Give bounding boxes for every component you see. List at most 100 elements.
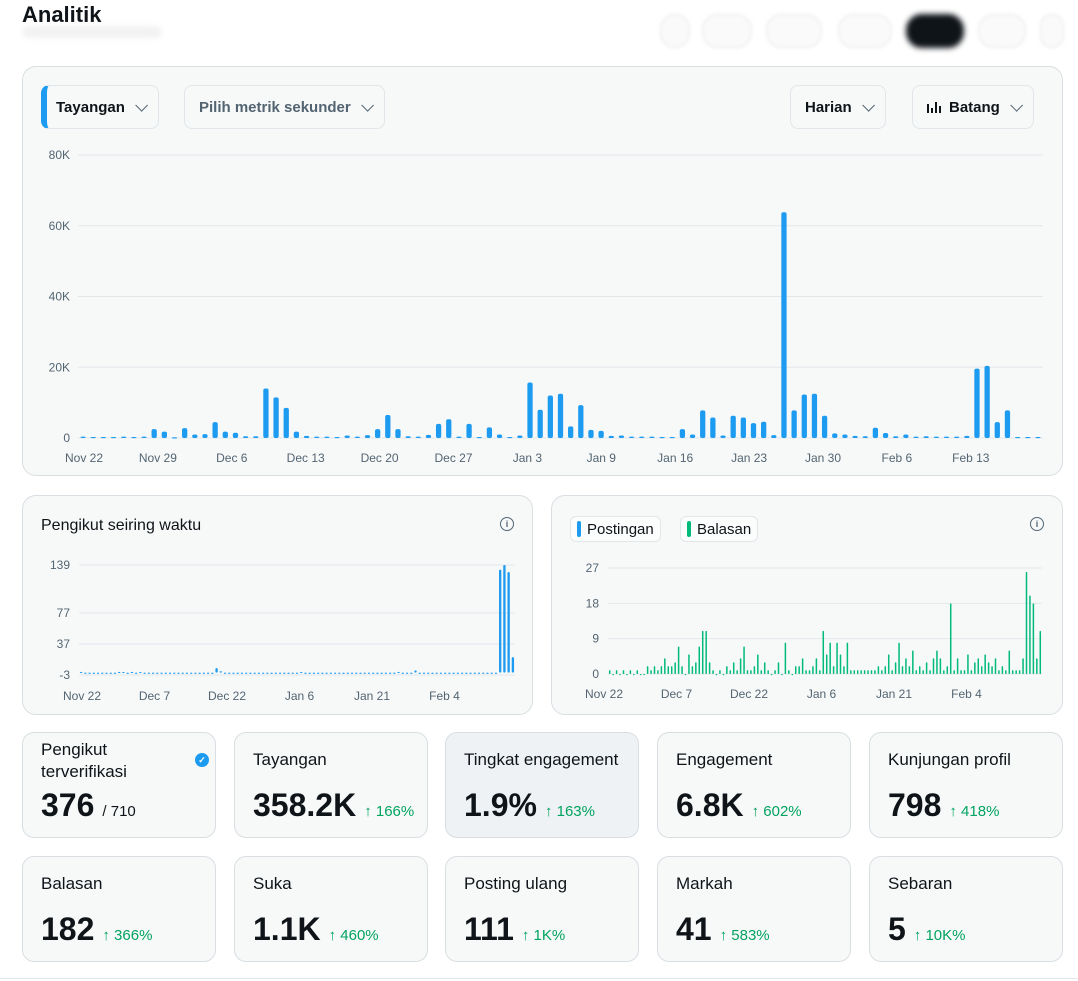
stat-card-views[interactable]: Tayangan 358.2K ↑ 166% (234, 732, 428, 838)
page-title: Analitik (22, 2, 102, 27)
chart-bar (476, 436, 482, 439)
followers-chart-title: Pengikut seiring waktu (41, 517, 202, 534)
chart-bar (732, 662, 735, 674)
chart-type-dropdown[interactable]: Batang (912, 85, 1034, 129)
chart-bar (695, 662, 697, 674)
chart-bar (881, 670, 883, 674)
chart-bar (355, 672, 358, 674)
stat-card-replies[interactable]: Balasan 182 ↑ 366% (22, 856, 216, 962)
chart-bar (719, 670, 721, 674)
chart-bar (839, 654, 842, 674)
stat-value: 1.1K (253, 911, 321, 947)
chart-bar (812, 666, 814, 674)
chart-bar (700, 410, 706, 438)
chart-bar (314, 436, 320, 438)
y-tick-label: 18 (586, 596, 600, 610)
chart-bar (618, 435, 625, 438)
info-icon[interactable]: i (500, 517, 514, 531)
chart-bar (263, 388, 269, 438)
primary-metric-dropdown[interactable]: Tayangan (41, 85, 159, 129)
chart-bar (805, 670, 807, 674)
stat-card-reposts[interactable]: Posting ulang 111 ↑ 1K% (445, 856, 639, 962)
chart-bar (870, 670, 873, 674)
stat-card-verified-followers[interactable]: Pengikut terverifikasi ✓ 376 / 710 (22, 732, 216, 838)
range-pill[interactable] (766, 14, 822, 48)
chart-bar (825, 654, 828, 674)
x-tick-label: Nov 22 (65, 451, 103, 465)
chart-bar (456, 436, 462, 438)
secondary-metric-dropdown[interactable]: Pilih metrik sekunder (184, 85, 385, 129)
info-icon[interactable]: i (1030, 517, 1044, 531)
chart-bar (1029, 595, 1031, 674)
x-tick-label: Nov 22 (585, 687, 623, 701)
range-pill-selected[interactable] (906, 14, 964, 48)
stat-card-profile-visits[interactable]: Kunjungan profil 798 ↑ 418% (869, 732, 1063, 838)
chart-bar (967, 654, 969, 674)
bottom-divider (0, 978, 1078, 979)
stat-card-engagement[interactable]: Engagement 6.8K ↑ 602% (657, 732, 851, 838)
x-tick-label: Jan 6 (807, 687, 837, 701)
chart-bar (439, 672, 443, 674)
chart-bar (236, 672, 239, 674)
stat-card-likes[interactable]: Suka 1.1K ↑ 460% (234, 856, 428, 962)
range-pill[interactable] (702, 14, 752, 48)
stat-card-bookmarks[interactable]: Markah 41 ↑ 583% (657, 856, 851, 962)
legend-swatch (687, 521, 691, 537)
stat-card-shares[interactable]: Sebaran 5 ↑ 10K% (869, 856, 1063, 962)
chart-bar (664, 658, 666, 674)
chart-bar (414, 670, 417, 673)
chart-bar (219, 671, 222, 673)
stat-value-row: 1.9% ↑ 163% (464, 787, 595, 824)
chart-bar (991, 666, 993, 674)
views-bar-chart: 0 20K 40K 60K 80K Nov 22 Nov 29 Dec 6 Dec 13 Dec … (49, 148, 1043, 465)
stat-delta: ↑ 366% (102, 927, 153, 944)
chart-bar (109, 672, 112, 674)
chart-bar (190, 672, 193, 674)
chart-bar (232, 432, 239, 438)
chart-bar (653, 666, 656, 674)
chart-bar (884, 666, 887, 674)
chart-bar (300, 671, 303, 674)
chart-bar (325, 672, 328, 674)
legend-balasan[interactable]: Balasan (680, 516, 759, 542)
chart-bar (446, 419, 452, 438)
range-pill[interactable] (838, 14, 892, 48)
chart-bar (691, 666, 694, 674)
chart-bar (393, 672, 396, 674)
chart-bar (465, 672, 468, 674)
main-chart-card: Tayangan Pilih metrik sekunder Harian Ba… (22, 66, 1063, 476)
range-pill[interactable] (1040, 14, 1064, 48)
chart-bar (730, 415, 736, 438)
y-tick-label: -3 (59, 668, 70, 682)
chart-bar (376, 672, 379, 674)
chart-bar (954, 436, 960, 438)
chart-bar (215, 668, 218, 673)
chart-bar (182, 428, 188, 438)
y-tick-label: 37 (57, 637, 71, 651)
chart-bar (435, 672, 438, 674)
chart-bar (435, 423, 442, 438)
stat-label: Kunjungan profil (888, 750, 1011, 769)
x-tick-label: Dec 7 (139, 689, 171, 703)
stat-card-engagement-rate[interactable]: Tingkat engagement 1.9% ↑ 163% (445, 732, 639, 838)
chart-bar (946, 666, 949, 674)
chart-bar (1008, 650, 1011, 674)
chart-bar (729, 670, 732, 674)
chart-bar (460, 672, 464, 674)
period-dropdown[interactable]: Harian (790, 85, 886, 129)
range-pill[interactable] (660, 14, 690, 48)
stat-value: 1.9% (464, 787, 537, 823)
legend-label: Postingan (587, 520, 654, 538)
chart-bar (517, 435, 523, 438)
chart-bar (303, 435, 310, 438)
chart-bar (317, 672, 320, 674)
legend-postingan[interactable]: Postingan (570, 516, 661, 542)
chart-bar (915, 670, 918, 674)
range-pill[interactable] (978, 14, 1026, 48)
x-tick-label: Jan 3 (513, 451, 543, 465)
chart-bar (308, 672, 311, 674)
chart-bar (740, 417, 746, 438)
chart-bar (496, 434, 503, 438)
x-tick-label: Dec 22 (730, 687, 768, 701)
chart-bar (843, 666, 845, 674)
